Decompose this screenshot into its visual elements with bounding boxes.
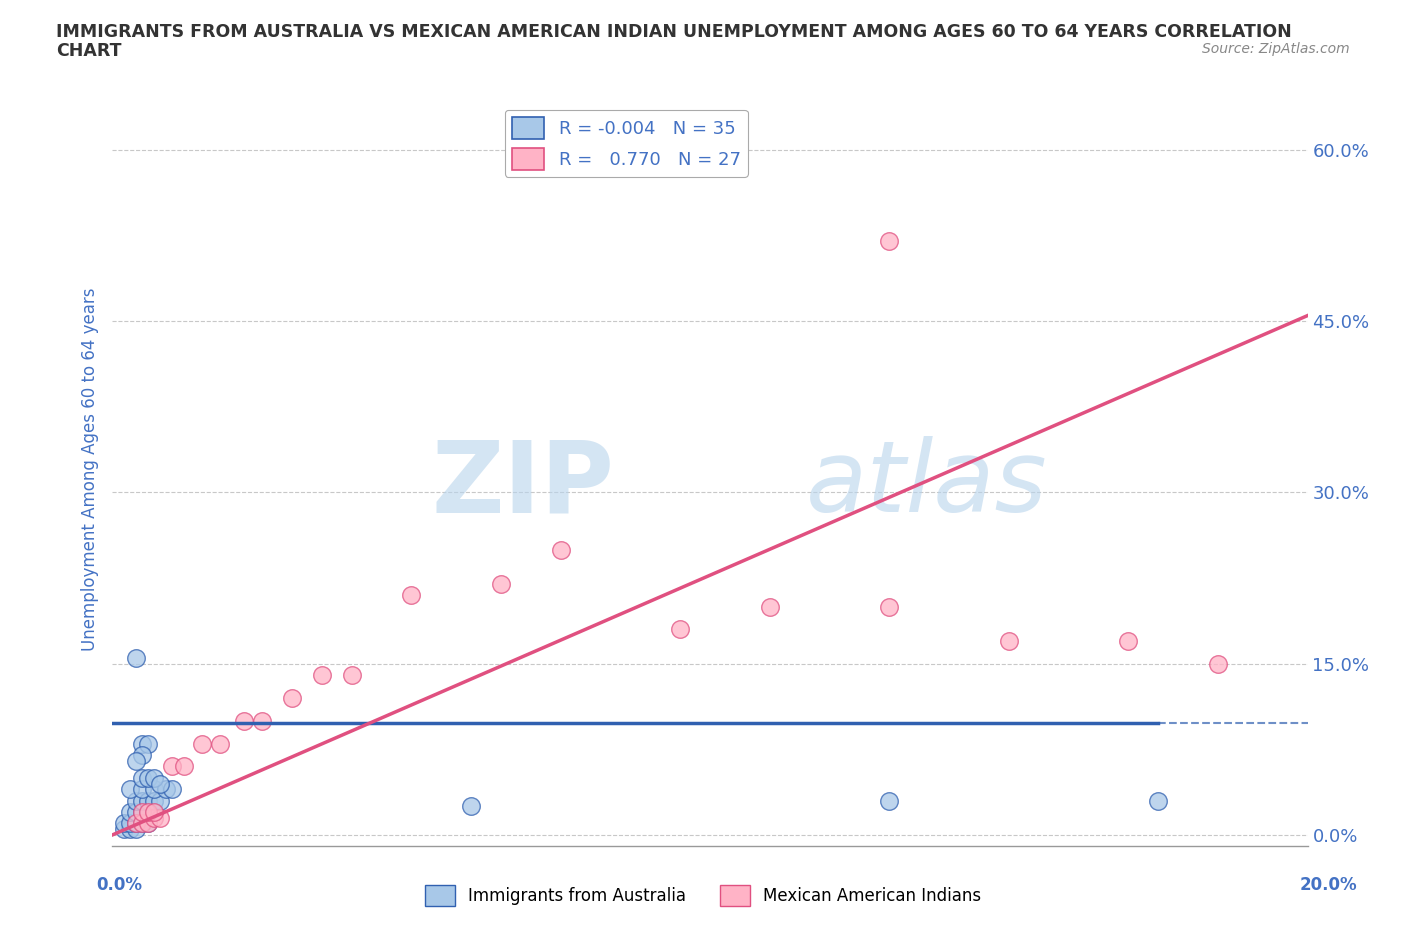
Text: IMMIGRANTS FROM AUSTRALIA VS MEXICAN AMERICAN INDIAN UNEMPLOYMENT AMONG AGES 60 : IMMIGRANTS FROM AUSTRALIA VS MEXICAN AME…	[56, 23, 1292, 41]
Point	[138, 816, 160, 830]
Point	[125, 822, 148, 837]
Point	[138, 816, 160, 830]
Point	[173, 759, 195, 774]
Point	[138, 804, 160, 819]
Point	[138, 793, 160, 808]
Point	[138, 737, 160, 751]
Point	[143, 782, 166, 797]
Point	[125, 793, 148, 808]
Point	[879, 599, 901, 614]
Point	[311, 668, 333, 683]
Point	[143, 810, 166, 825]
Legend: R = -0.004   N = 35, R =   0.770   N = 27: R = -0.004 N = 35, R = 0.770 N = 27	[505, 110, 748, 177]
Point	[131, 804, 153, 819]
Point	[759, 599, 782, 614]
Point	[879, 793, 901, 808]
Point	[143, 804, 166, 819]
Point	[125, 753, 148, 768]
Point	[143, 793, 166, 808]
Point	[1118, 633, 1140, 648]
Point	[131, 737, 153, 751]
Point	[143, 804, 166, 819]
Point	[401, 588, 423, 603]
Point	[131, 748, 153, 763]
Point	[233, 713, 256, 728]
Point	[281, 690, 304, 705]
Point	[191, 737, 214, 751]
Point	[120, 822, 142, 837]
Point	[162, 782, 183, 797]
Text: 0.0%: 0.0%	[97, 876, 142, 895]
Y-axis label: Unemployment Among Ages 60 to 64 years: Unemployment Among Ages 60 to 64 years	[80, 288, 98, 651]
Point	[125, 816, 148, 830]
Point	[209, 737, 232, 751]
Point	[143, 770, 166, 785]
Point	[131, 793, 153, 808]
Point	[149, 810, 172, 825]
Point	[879, 234, 901, 249]
Point	[120, 804, 142, 819]
Point	[669, 622, 692, 637]
Point	[162, 759, 183, 774]
Point	[114, 816, 135, 830]
Point	[120, 816, 142, 830]
Point	[131, 804, 153, 819]
Text: Source: ZipAtlas.com: Source: ZipAtlas.com	[1202, 42, 1350, 56]
Point	[138, 804, 160, 819]
Point	[149, 793, 172, 808]
Point	[131, 816, 153, 830]
Text: ZIP: ZIP	[432, 436, 614, 533]
Point	[250, 713, 273, 728]
Point	[138, 770, 160, 785]
Point	[489, 577, 512, 591]
Point	[125, 651, 148, 666]
Point	[550, 542, 572, 557]
Text: CHART: CHART	[56, 42, 122, 60]
Point	[149, 776, 172, 790]
Point	[114, 822, 135, 837]
Legend: Immigrants from Australia, Mexican American Indians: Immigrants from Australia, Mexican Ameri…	[418, 879, 988, 912]
Point	[155, 782, 177, 797]
Point	[125, 816, 148, 830]
Text: 20.0%: 20.0%	[1301, 876, 1357, 895]
Point	[340, 668, 363, 683]
Point	[131, 782, 153, 797]
Text: atlas: atlas	[806, 436, 1047, 533]
Point	[1147, 793, 1170, 808]
Point	[131, 816, 153, 830]
Point	[460, 799, 482, 814]
Point	[998, 633, 1021, 648]
Point	[1206, 657, 1229, 671]
Point	[120, 782, 142, 797]
Point	[131, 770, 153, 785]
Point	[125, 804, 148, 819]
